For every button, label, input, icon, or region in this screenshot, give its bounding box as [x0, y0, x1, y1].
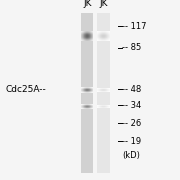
Text: JK: JK [99, 0, 108, 8]
Text: -- 85: -- 85 [122, 43, 142, 52]
Text: -- 19: -- 19 [122, 137, 141, 146]
Bar [97, 13, 110, 173]
Text: -- 26: -- 26 [122, 119, 142, 128]
Text: (kD): (kD) [122, 151, 140, 160]
Text: -- 117: -- 117 [122, 22, 147, 31]
Bar [81, 13, 93, 173]
Text: Cdc25A--: Cdc25A-- [5, 85, 46, 94]
Text: -- 34: -- 34 [122, 101, 142, 110]
Text: JK: JK [83, 0, 92, 8]
Text: -- 48: -- 48 [122, 85, 142, 94]
